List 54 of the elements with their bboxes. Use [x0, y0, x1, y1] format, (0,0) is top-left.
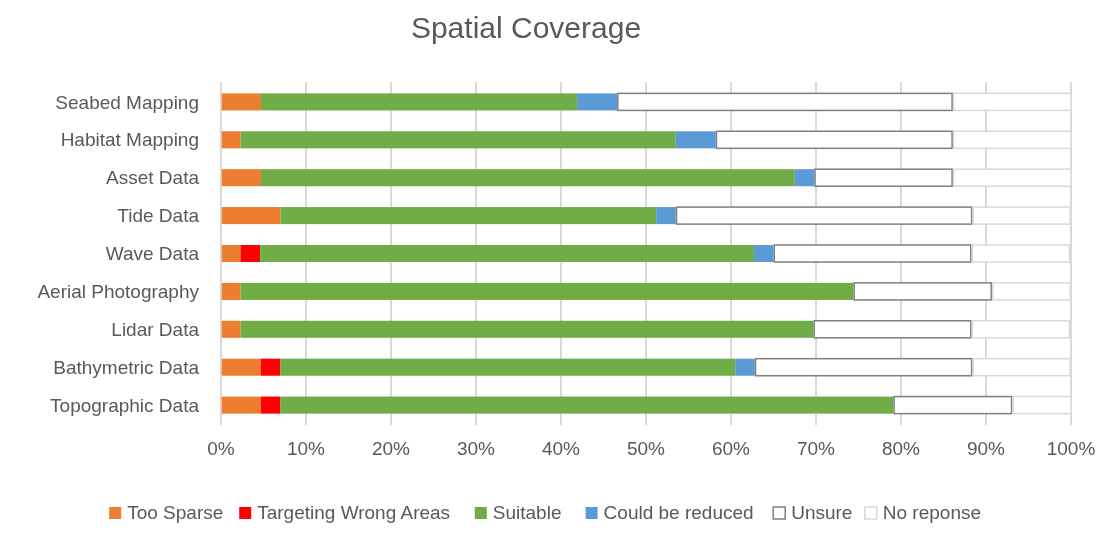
legend-label: Too Sparse [127, 502, 224, 523]
legend-label: Targeting Wrong Areas [257, 502, 451, 523]
y-tick-label: Tide Data [117, 205, 200, 227]
bar [240, 131, 676, 149]
bar [221, 282, 241, 300]
y-tick-label: Topographic Data [50, 394, 200, 416]
x-tick-label: 50% [626, 438, 666, 459]
bar [260, 169, 795, 187]
bar [794, 169, 815, 187]
legend-label: Unsure [791, 502, 853, 523]
y-tick-label: Aerial Photography [37, 281, 200, 303]
y-tick-label: Seabed Mapping [55, 91, 199, 113]
x-tick-label: 0% [207, 438, 235, 459]
chart-title: Spatial Coverage [410, 11, 642, 44]
bar [280, 396, 894, 414]
y-tick-label: Habitat Mapping [60, 129, 199, 151]
bar [221, 244, 241, 263]
y-tick-label: Lidar Data [111, 318, 200, 340]
bar [280, 207, 657, 225]
bar [577, 93, 618, 111]
bar [221, 169, 261, 187]
x-tick-label: 30% [456, 438, 496, 459]
bar [656, 207, 676, 225]
y-tick-label: Bathymetric Data [53, 356, 200, 378]
legend-label: Could be reduced [603, 502, 754, 523]
bar [260, 244, 754, 263]
bar [221, 396, 261, 414]
x-tick-label: 70% [796, 438, 836, 459]
bar [221, 93, 261, 111]
bar [221, 320, 241, 338]
bar [240, 244, 261, 263]
bar [753, 244, 774, 263]
bar [260, 358, 281, 376]
x-tick-label: 60% [711, 438, 751, 459]
legend-label: Suitable [492, 502, 562, 523]
bar [240, 320, 814, 338]
x-tick-label: 80% [881, 438, 921, 459]
bar [221, 131, 241, 149]
bar [675, 131, 716, 149]
legend-label: No reponse [882, 502, 982, 523]
x-tick-label: 90% [966, 438, 1006, 459]
bar [260, 396, 281, 414]
bar [260, 93, 578, 111]
x-tick-label: 40% [541, 438, 581, 459]
bar [280, 358, 736, 376]
bar [735, 358, 755, 376]
y-tick-label: Wave Data [105, 243, 200, 265]
x-tick-label: 10% [286, 438, 326, 459]
y-tick-label: Asset Data [106, 167, 200, 189]
bar [221, 358, 261, 376]
bar [221, 207, 281, 225]
bar [240, 282, 854, 300]
x-tick-label: 20% [371, 438, 411, 459]
x-tick-label: 100% [1046, 438, 1096, 459]
